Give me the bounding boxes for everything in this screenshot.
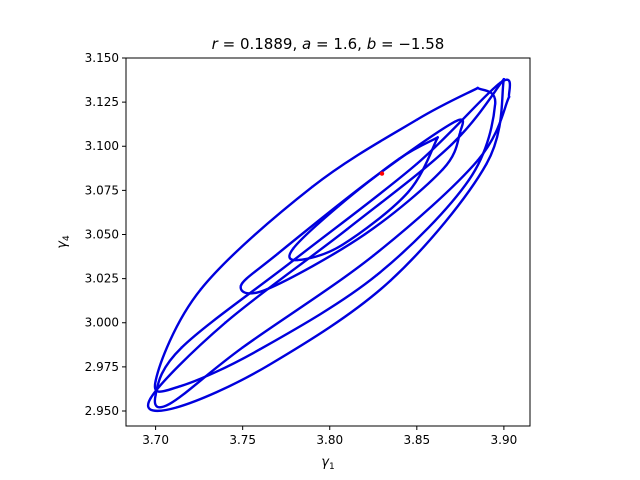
- y-tick-label: 3.100: [85, 139, 119, 153]
- data-point: [476, 86, 479, 90]
- data-point: [415, 162, 419, 166]
- data-point: [239, 284, 243, 287]
- fixed-point-marker: [379, 171, 385, 176]
- axes-frame: [125, 57, 531, 427]
- y-tick-label: 2.975: [85, 360, 119, 374]
- data-point: [507, 95, 511, 99]
- data-point: [291, 247, 295, 250]
- data-point: [337, 205, 340, 208]
- series-layer: [147, 77, 512, 413]
- y-tick-label: 3.125: [85, 95, 119, 109]
- data-point: [398, 157, 401, 160]
- data-point: [436, 136, 439, 139]
- x-tick-label: 3.70: [142, 433, 169, 447]
- data-point: [178, 385, 182, 388]
- data-point: [502, 77, 506, 81]
- y-tick-label: 3.025: [85, 272, 119, 286]
- data-point: [345, 228, 349, 231]
- data-point: [311, 185, 314, 189]
- data-point: [258, 348, 262, 351]
- marker-layer: [379, 171, 385, 176]
- data-point: [375, 273, 378, 277]
- x-tick-label: 3.90: [491, 433, 518, 447]
- y-axis-label: γ4: [55, 235, 72, 249]
- y-axis: 2.950 2.975 3.000 3.025 3.050 3.075 3.100 3.125…: [85, 51, 126, 418]
- data-point: [485, 162, 488, 166]
- data-point: [450, 143, 453, 146]
- data-point: [265, 288, 269, 291]
- data-point: [168, 402, 171, 406]
- data-point: [175, 406, 178, 409]
- data-point: [241, 346, 244, 349]
- data-point: [296, 258, 299, 262]
- data-point: [372, 254, 375, 257]
- data-point: [372, 176, 375, 180]
- x-axis: 3.70 3.75 3.80 3.85 3.90: [142, 426, 517, 447]
- series-1: [147, 77, 512, 413]
- data-point: [459, 130, 462, 134]
- x-axis-label: γ1: [321, 455, 334, 472]
- data-point: [499, 81, 502, 84]
- y-tick-label: 3.000: [85, 316, 119, 330]
- y-tick-label: 3.050: [85, 227, 119, 241]
- orbit-loop-5: [147, 77, 506, 413]
- x-tick-label: 3.80: [316, 433, 343, 447]
- y-tick-label: 3.150: [85, 51, 119, 65]
- data-point: [493, 102, 497, 106]
- data-point: [476, 159, 479, 162]
- chart-title: r = 0.1889, a = 1.6, b = −1.58: [212, 35, 445, 53]
- y-tick-label: 3.075: [85, 183, 119, 197]
- data-point: [453, 120, 457, 123]
- data-point: [340, 243, 344, 247]
- data-point: [154, 393, 157, 397]
- data-point: [224, 321, 227, 324]
- data-point: [293, 258, 297, 261]
- data-point: [199, 288, 203, 291]
- data-point: [415, 118, 419, 121]
- data-point: [154, 379, 157, 383]
- data-point: [467, 178, 471, 181]
- x-tick-label: 3.75: [229, 433, 256, 447]
- data-point: [389, 279, 392, 282]
- data-point: [267, 363, 270, 367]
- y-tick-label: 2.950: [85, 404, 119, 418]
- data-point: [180, 346, 183, 349]
- x-tick-label: 3.85: [403, 433, 430, 447]
- data-point: [363, 233, 366, 236]
- data-point: [276, 252, 279, 256]
- data-point: [406, 190, 410, 194]
- data-point: [441, 167, 445, 171]
- data-point: [149, 397, 152, 400]
